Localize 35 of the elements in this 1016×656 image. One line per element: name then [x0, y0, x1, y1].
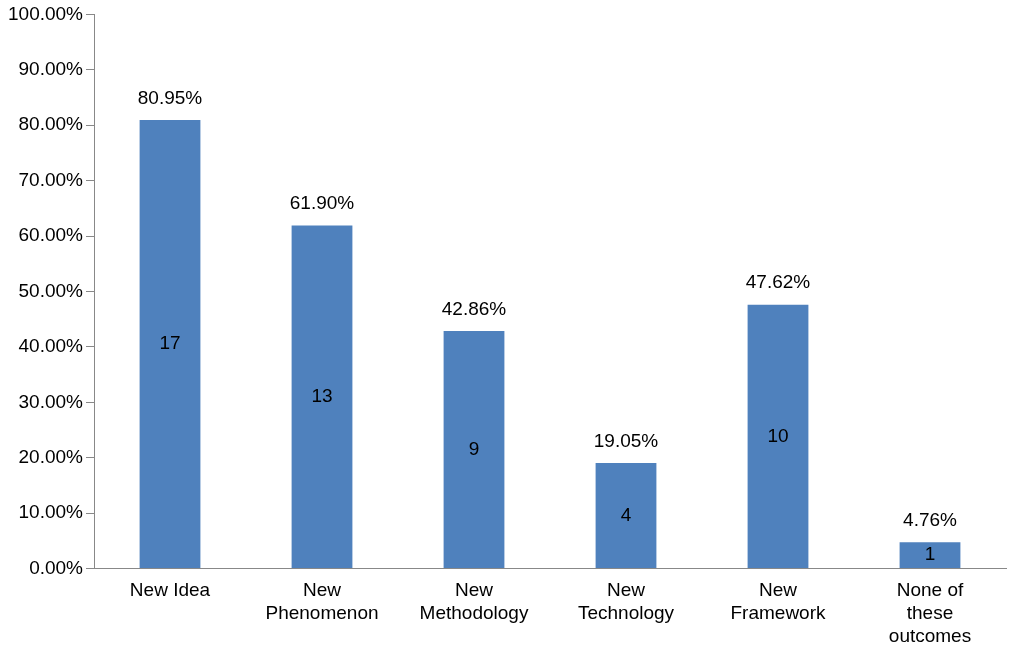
bar — [291, 225, 353, 569]
annotation: 9 — [468, 437, 480, 459]
bar — [139, 119, 201, 569]
y-tick-label: 30.00% — [18, 390, 84, 412]
y-tick-label: 20.00% — [18, 445, 84, 467]
annotation: 17 — [159, 332, 181, 354]
y-tick-label: 60.00% — [18, 224, 84, 246]
x-tick-label: New Technology — [577, 579, 675, 624]
data-label: 4.76% — [903, 508, 958, 530]
y-tick-label: 100.00% — [7, 2, 84, 24]
y-tick-label: 70.00% — [18, 168, 84, 190]
data-label: 19.05% — [593, 429, 659, 451]
x-tick-label: New Framework — [730, 579, 826, 624]
data-label: 80.95% — [137, 86, 203, 108]
y-tick-label: 50.00% — [18, 279, 84, 301]
data-label: 61.90% — [289, 192, 355, 214]
y-tick-label: 10.00% — [18, 501, 84, 523]
bar — [443, 331, 505, 569]
x-tick-label: New Methodology — [419, 579, 529, 624]
x-tick-label: New Phenomenon — [265, 579, 379, 624]
annotation: 1 — [924, 543, 936, 565]
bar — [595, 463, 657, 569]
annotation: 4 — [620, 503, 632, 525]
x-tick-label: None of these outcomes — [888, 579, 972, 646]
annotation: 13 — [311, 385, 333, 407]
bar — [899, 542, 961, 569]
x-tick-label: New Idea — [129, 579, 211, 601]
y-tick-label: 0.00% — [29, 556, 84, 578]
y-tick-label: 80.00% — [18, 113, 84, 135]
annotation: 10 — [767, 424, 789, 446]
bar — [747, 304, 809, 569]
data-label: 42.86% — [441, 297, 507, 319]
y-tick-label: 40.00% — [18, 335, 84, 357]
data-label: 47.62% — [745, 271, 811, 293]
y-tick-label: 90.00% — [18, 58, 84, 80]
